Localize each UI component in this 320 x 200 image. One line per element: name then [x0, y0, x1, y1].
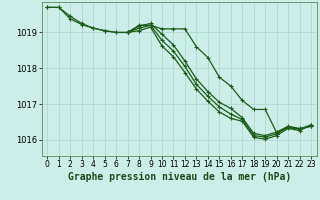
X-axis label: Graphe pression niveau de la mer (hPa): Graphe pression niveau de la mer (hPa)	[68, 172, 291, 182]
